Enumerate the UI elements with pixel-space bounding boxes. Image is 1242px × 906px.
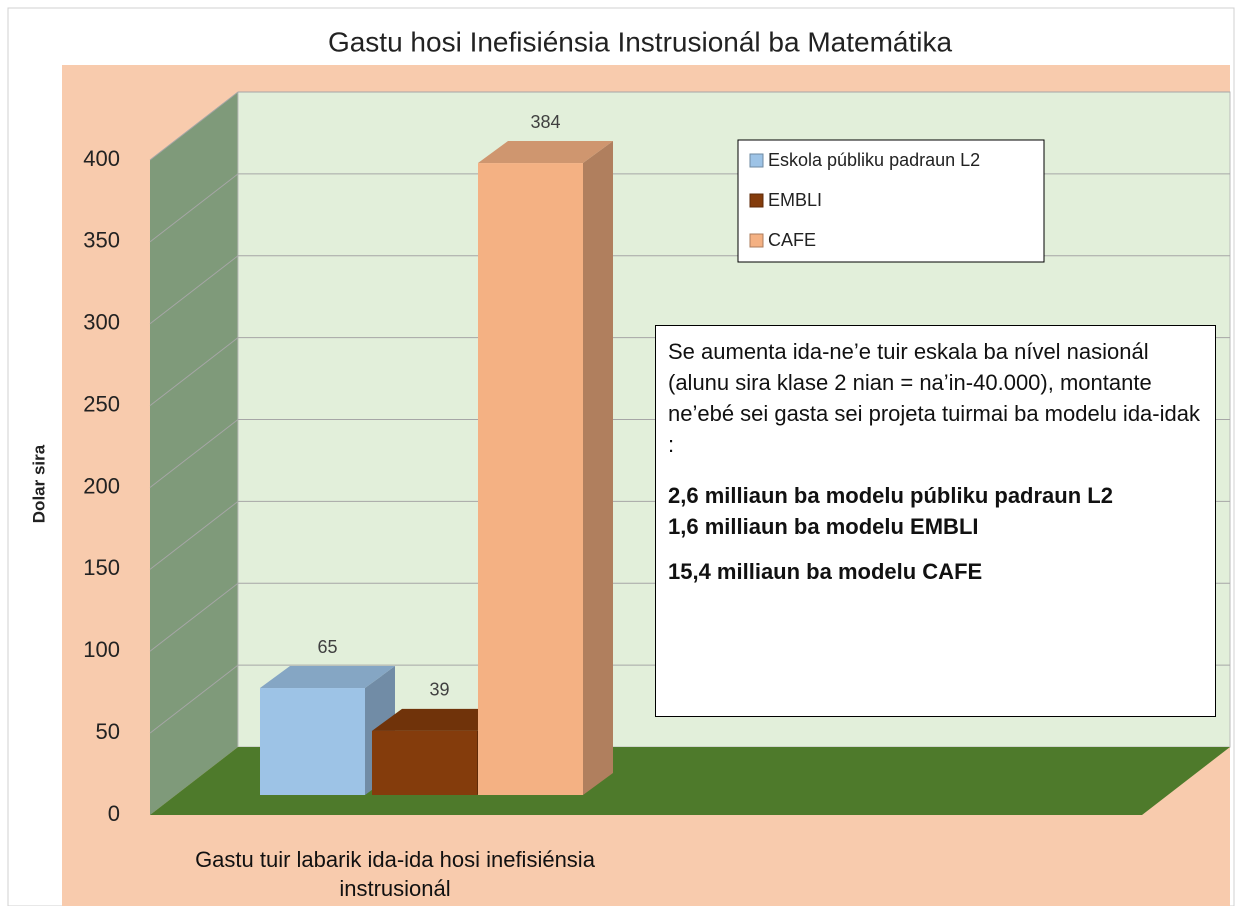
y-tick-label: 0 (108, 801, 120, 826)
legend-label: Eskola públiku padraun L2 (768, 150, 980, 170)
grid-line (149, 337, 239, 407)
y-axis-label: Dolar sira (29, 444, 48, 523)
x-tick-label: Gastu tuir labarik ida-ida hosi inefisié… (195, 847, 595, 901)
annotation-text: Se aumenta ida-ne’e tuir eskala ba nível… (668, 339, 1200, 457)
chart-title: Gastu hosi Inefisiénsia Instrusionál ba … (328, 26, 953, 57)
bar (260, 688, 365, 795)
grid-line (149, 664, 239, 734)
bar (372, 730, 477, 795)
data-label: 384 (530, 112, 560, 132)
legend-swatch (749, 193, 764, 208)
y-tick-label: 150 (83, 555, 120, 580)
bar-top (478, 141, 613, 164)
grid-line (149, 419, 239, 488)
grid-line (149, 582, 239, 652)
legend-label: CAFE (768, 230, 816, 250)
grid-line (149, 500, 239, 570)
y-tick-label: 300 (83, 310, 120, 335)
legend-swatch (749, 153, 764, 168)
legend-label: EMBLI (768, 190, 822, 210)
bar-side (583, 141, 613, 795)
annotation-line: 15,4 milliaun ba modelu CAFE (668, 559, 983, 584)
data-label: 39 (429, 680, 449, 700)
y-tick-label: 350 (83, 228, 120, 253)
annotation-line: 1,6 milliaun ba modelu EMBLI (668, 514, 979, 539)
grid-line (149, 91, 239, 161)
grid-line (149, 255, 239, 325)
bar (478, 163, 583, 795)
annotation-line: 2,6 milliaun ba modelu públiku padraun L… (668, 483, 1113, 508)
legend (737, 139, 1045, 263)
legend-swatch (749, 233, 764, 248)
y-tick-label: 400 (83, 146, 120, 171)
y-tick-label: 100 (83, 637, 120, 662)
y-tick-label: 50 (96, 719, 120, 744)
data-label: 65 (317, 637, 337, 657)
bar-top (372, 708, 507, 731)
bar-top (260, 666, 395, 689)
annotation: Se aumenta ida-ne’e tuir eskala ba nível… (655, 325, 1216, 717)
grid-line (149, 173, 239, 243)
y-tick-label: 250 (83, 391, 120, 416)
y-tick-label: 200 (83, 473, 120, 498)
